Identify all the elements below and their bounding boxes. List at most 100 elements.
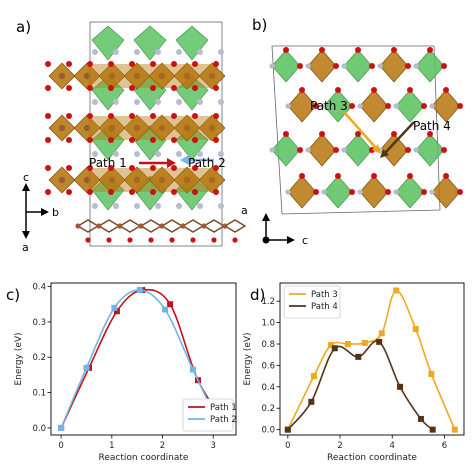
node-atom (176, 99, 182, 105)
path-2-label: Path 2 (188, 156, 226, 170)
node-atom (197, 99, 203, 105)
panel-a: a) Path 1 Path 2 c b a (16, 18, 247, 254)
panel-label-b: b) (252, 16, 267, 34)
metal-atom (83, 124, 91, 132)
oxygen-atom (192, 113, 198, 119)
oxygen-atom (87, 137, 93, 143)
metal-atom (183, 124, 191, 132)
oxygen-atom (171, 137, 177, 143)
node-atom (197, 203, 203, 209)
oxygen-atom (333, 63, 339, 69)
data-point (167, 301, 174, 308)
oxygen-atom (129, 85, 135, 91)
oxygen-atom (427, 131, 433, 137)
node-atom (305, 147, 311, 153)
oxygen-atom (45, 61, 51, 67)
metal-atom (158, 72, 166, 80)
oxygen-atom (313, 189, 319, 195)
metal-atom (83, 72, 91, 80)
oxygen-atom (369, 63, 375, 69)
structure-a (45, 21, 247, 247)
panel-label-a: a) (16, 18, 31, 36)
metal-atom (208, 72, 216, 80)
oxygen-atom (192, 61, 198, 67)
oxygen-atom (87, 61, 93, 67)
green-octahedron (133, 25, 167, 61)
oxygen-atom (171, 189, 177, 195)
oxygen-atom (85, 237, 91, 243)
oxygen-atom (106, 237, 112, 243)
oxygen-atom (427, 47, 433, 53)
data-point (412, 326, 419, 333)
node-atom (429, 189, 435, 195)
data-point (162, 306, 169, 313)
oxygen-atom (108, 165, 114, 171)
oxygen-atom (299, 87, 305, 93)
green-octahedron (91, 25, 125, 61)
node-atom (92, 151, 98, 157)
oxygen-atom (87, 165, 93, 171)
oxygen-atom (457, 103, 463, 109)
node-atom (429, 103, 435, 109)
x-axis-label: Reaction coordinate (327, 453, 417, 463)
bottom-chain-ring (202, 219, 226, 233)
y-tick-label: 1.2 (261, 297, 275, 307)
chart-c: 0 1 2 3 0.0 0.1 0.2 0.3 0.4 Reaction coordinate En… (14, 283, 237, 463)
bottom-chain-ring (223, 219, 247, 233)
oxygen-atom (127, 237, 133, 243)
oxygen-atom (385, 189, 391, 195)
node-atom (218, 49, 224, 55)
brown-octahedron (431, 89, 461, 123)
oxygen-atom (371, 173, 377, 179)
bottom-chain-ring (160, 219, 184, 233)
x-tick-label: 2 (160, 441, 165, 451)
oxygen-atom (129, 113, 135, 119)
panel-d: d) 0 2 4 6 0.0 0.2 0.4 0.6 0.8 1.0 1.2 Reaction coo… (243, 282, 465, 463)
path-1-arrow (139, 158, 176, 168)
path-3-arrow (343, 111, 381, 154)
node-atom (393, 189, 399, 195)
brown-slab (88, 168, 218, 192)
metal-atom (180, 223, 186, 229)
metal-atom (158, 124, 166, 132)
oxygen-atom (108, 85, 114, 91)
axis-a-label-b: a (241, 204, 248, 217)
metal-atom (58, 176, 66, 184)
data-point (417, 415, 424, 422)
y-axis-label: Energy (eV) (14, 332, 24, 385)
oxygen-atom (192, 165, 198, 171)
oxygen-atom (150, 113, 156, 119)
node-atom (134, 49, 140, 55)
axes-indicator-b: a c (241, 204, 308, 247)
node-atom (113, 49, 119, 55)
data-point (429, 426, 436, 433)
oxygen-atom (421, 189, 427, 195)
oxygen-atom (213, 61, 219, 67)
oxygen-atom (407, 87, 413, 93)
brown-octahedron (287, 175, 317, 209)
green-octahedron (395, 175, 425, 209)
oxygen-atom (405, 147, 411, 153)
oxygen-atom (66, 165, 72, 171)
oxygen-atom (45, 137, 51, 143)
node-atom (413, 63, 419, 69)
data-point (136, 287, 143, 294)
oxygen-atom (333, 147, 339, 153)
series-line-1 (287, 289, 456, 430)
axis-a-label: a (22, 241, 29, 254)
oxygen-atom (108, 189, 114, 195)
node-atom (285, 103, 291, 109)
oxygen-atom (66, 85, 72, 91)
oxygen-atom (371, 87, 377, 93)
node-atom (155, 49, 161, 55)
oxygen-atom (108, 113, 114, 119)
data-point (113, 308, 120, 315)
node-atom (134, 151, 140, 157)
x-tick-label: 4 (390, 441, 395, 451)
oxygen-atom (319, 47, 325, 53)
node-atom (218, 151, 224, 157)
y-tick-label: 0.0 (32, 424, 46, 434)
node-atom (134, 99, 140, 105)
panel-c: c) 0 1 2 3 0.0 0.1 0.2 0.3 0.4 Reaction coordinat… (6, 283, 237, 463)
